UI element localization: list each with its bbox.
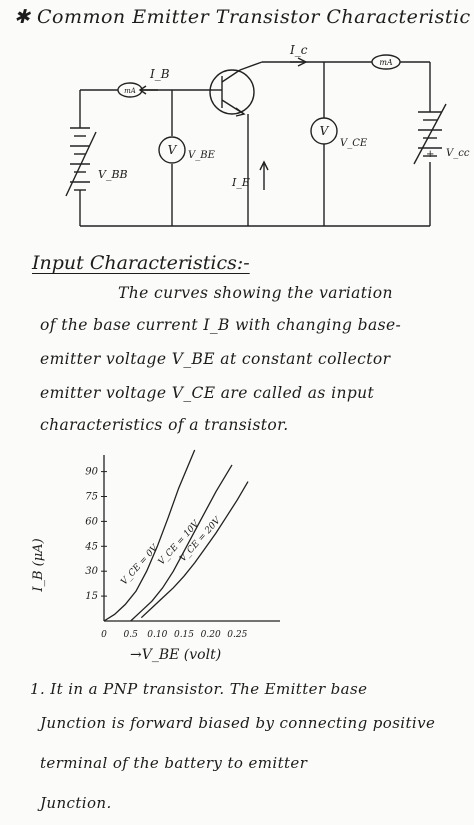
y-tick-label: 30 — [85, 566, 98, 577]
y-tick-label: 60 — [85, 516, 98, 527]
vcc-label: V_cc — [446, 148, 470, 159]
footer-line: terminal of the battery to emitter — [40, 754, 308, 772]
input-characteristics-chart: 90 75 60 45 30 15 0 0.5 0.10 0.15 0.20 0.25 V_CE =… — [31, 449, 280, 663]
asterisk-icon: ✱ — [14, 6, 37, 28]
x-axis-label-text: V_BE (volt) — [142, 647, 221, 663]
footer-line: Junction is forward biased by connecting… — [40, 714, 436, 732]
circuit-diagram: mA mA I_B I_c I_E V V V_BE V_CE V_BB V_c… — [65, 43, 470, 227]
body-line: emitter voltage V_CE are called as input — [40, 384, 375, 402]
body-line: emitter voltage V_BE at constant collect… — [40, 350, 391, 368]
meter-collector-label: mA — [379, 58, 393, 67]
x-tick-label: 0.20 — [201, 630, 221, 640]
voltmeter-ce-symbol: V — [320, 124, 330, 138]
plus-label: + — [426, 149, 434, 160]
page-title: ✱ Common Emitter Transistor Characterist… — [14, 6, 471, 28]
vbb-label: V_BB — [98, 168, 128, 181]
footer-line: 1. It in a PNP transistor. The Emitter b… — [30, 680, 368, 698]
series-line — [130, 464, 233, 622]
x-tick-label: 0.10 — [147, 630, 167, 640]
x-tick-label: 0 — [101, 630, 107, 640]
series-line — [140, 481, 249, 619]
y-tick-label: 15 — [85, 591, 98, 602]
current-emitter-label: I_E — [231, 176, 250, 189]
body-line: of the base current I_B with changing ba… — [40, 316, 402, 334]
series-line — [103, 449, 196, 622]
x-axis-label: →V_BE (volt) — [130, 647, 221, 663]
x-tick-label: 0.5 — [124, 630, 139, 640]
body-line: The curves showing the variation — [118, 284, 393, 302]
voltmeter-be-symbol: V — [168, 143, 178, 157]
current-base-label: I_B — [149, 67, 170, 81]
current-collector-label: I_c — [289, 43, 308, 57]
y-tick-label: 45 — [84, 541, 98, 552]
y-tick-label: 75 — [85, 492, 98, 503]
y-axis-label: I_B (μA) — [31, 538, 46, 592]
x-tick-label: 0.25 — [227, 630, 247, 640]
footer-line: Junction. — [40, 794, 112, 812]
body-line: characteristics of a transistor. — [40, 416, 289, 434]
vbe-label: V_BE — [188, 150, 216, 161]
vce-label: V_CE — [340, 138, 368, 149]
meter-base-label: mA — [124, 87, 136, 95]
section-heading: Input Characteristics:- — [32, 252, 250, 274]
y-tick-label: 90 — [85, 467, 98, 478]
series-label: V_CE = 0V — [119, 542, 161, 587]
x-tick-label: 0.15 — [174, 630, 194, 640]
